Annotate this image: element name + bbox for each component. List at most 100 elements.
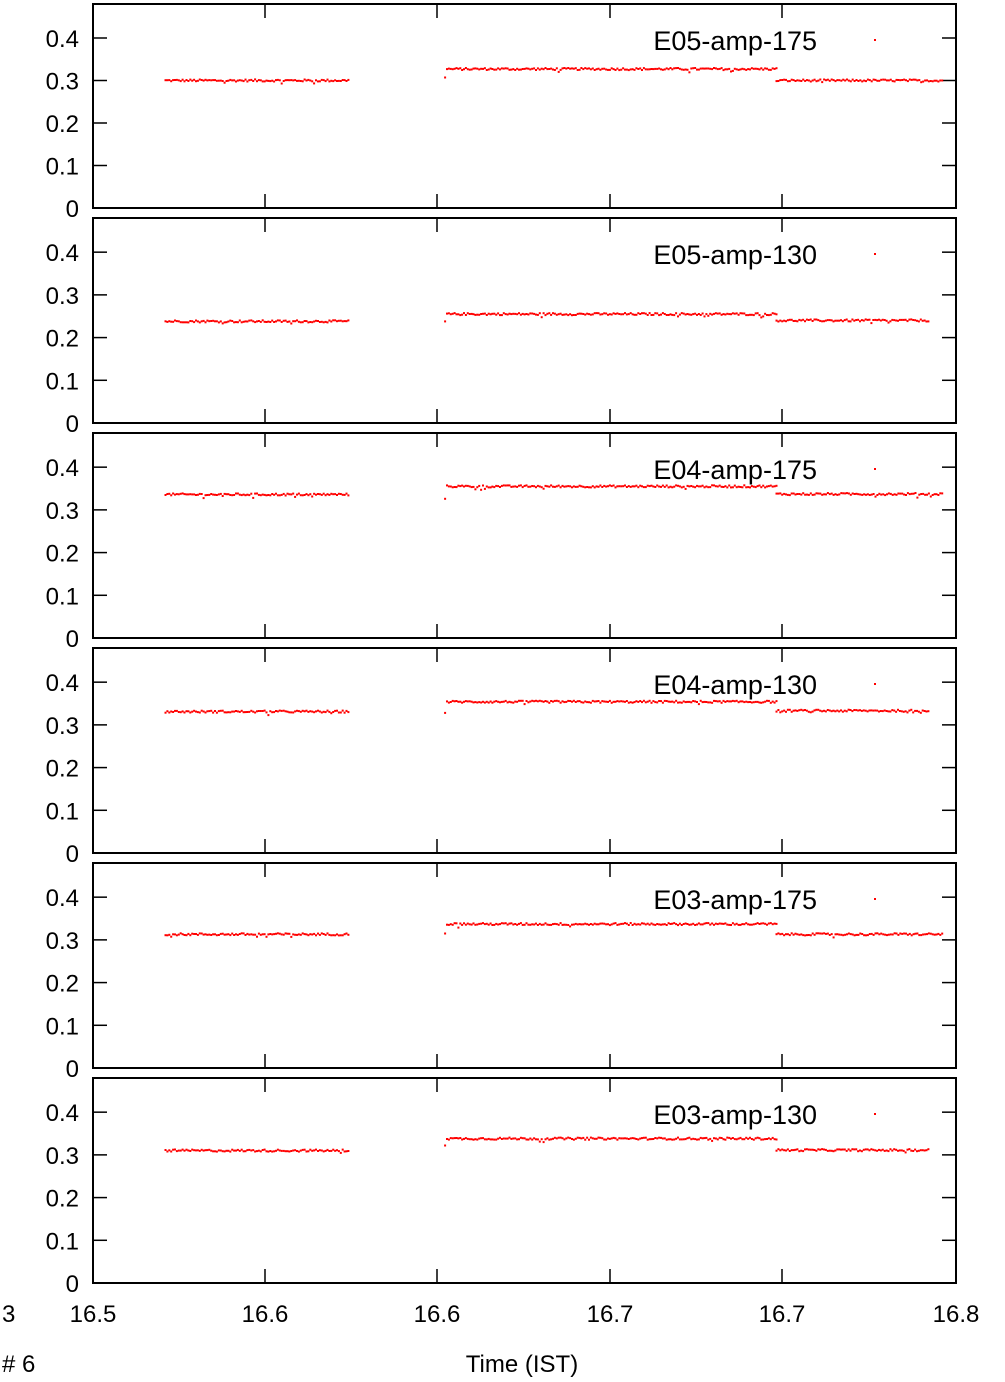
data-point	[244, 1150, 247, 1153]
data-point	[675, 312, 678, 315]
data-point	[834, 493, 837, 496]
data-point	[828, 1149, 831, 1152]
data-point	[914, 492, 917, 494]
data-point	[743, 923, 746, 926]
data-point	[929, 932, 932, 935]
data-point	[895, 319, 898, 322]
data-point	[847, 1148, 850, 1151]
data-point	[737, 313, 740, 316]
y-tick-label: 0.3	[46, 1143, 79, 1170]
x-tick-label: 16.5	[70, 1301, 117, 1328]
data-point	[878, 1148, 880, 1151]
data-point	[485, 1138, 488, 1141]
data-point	[527, 67, 530, 70]
data-point	[629, 922, 632, 924]
data-point	[785, 320, 787, 323]
data-point	[660, 68, 662, 71]
data-point	[737, 485, 740, 488]
data-point	[487, 1137, 490, 1140]
data-point	[502, 922, 505, 925]
data-point	[760, 316, 763, 319]
data-point	[588, 486, 590, 489]
data-point	[688, 1136, 691, 1139]
data-point	[614, 922, 617, 925]
data-point	[332, 80, 335, 83]
data-point	[624, 922, 626, 925]
data-point	[826, 1149, 829, 1152]
data-point	[714, 922, 717, 925]
data-point	[292, 492, 295, 495]
data-point	[841, 710, 844, 713]
data-point	[788, 318, 791, 321]
data-point	[453, 67, 456, 70]
data-point	[542, 68, 545, 71]
data-point	[920, 81, 923, 84]
data-point	[487, 486, 490, 489]
data-point	[783, 709, 786, 712]
data-point	[874, 709, 877, 712]
data-point	[449, 67, 452, 70]
data-point	[318, 80, 321, 83]
data-point	[297, 710, 300, 713]
data-point	[724, 700, 727, 703]
data-point	[221, 80, 224, 82]
data-point	[821, 81, 824, 84]
data-point	[815, 708, 818, 711]
y-tick-label: 0.4	[46, 885, 79, 912]
y-tick-label: 0.1	[46, 798, 79, 825]
data-point	[851, 492, 854, 495]
data-point	[781, 932, 784, 935]
data-point	[252, 320, 255, 323]
data-point	[902, 1149, 905, 1152]
data-point	[895, 493, 898, 496]
data-point	[671, 68, 674, 71]
data-point	[236, 492, 239, 495]
data-point	[235, 1149, 237, 1152]
data-point	[227, 933, 230, 936]
data-point	[478, 313, 481, 316]
data-point	[842, 492, 845, 495]
data-point	[518, 68, 520, 71]
data-point	[610, 67, 613, 70]
data-point	[502, 67, 505, 70]
data-point	[919, 318, 922, 321]
data-point	[737, 1137, 740, 1140]
data-point	[582, 923, 585, 926]
data-point	[895, 710, 898, 713]
data-point	[680, 701, 683, 704]
data-point	[893, 709, 896, 712]
data-point	[713, 67, 715, 69]
data-point	[294, 710, 297, 713]
data-point	[832, 320, 835, 323]
data-point	[882, 933, 885, 936]
data-point	[836, 493, 839, 496]
data-point	[177, 493, 180, 496]
data-point	[311, 1149, 314, 1152]
data-point	[567, 699, 570, 702]
data-point	[798, 493, 801, 495]
data-point	[552, 485, 554, 488]
data-point	[841, 320, 844, 323]
data-point	[563, 485, 566, 488]
data-point	[586, 486, 589, 488]
data-point	[926, 79, 928, 82]
data-point	[164, 79, 167, 82]
data-point	[682, 1138, 685, 1141]
data-point	[747, 1137, 750, 1140]
data-point	[313, 320, 316, 323]
data-point	[866, 78, 869, 81]
data-point	[282, 80, 285, 82]
data-point	[464, 923, 467, 926]
data-point	[487, 701, 490, 704]
data-point	[275, 710, 277, 712]
data-point	[733, 923, 736, 926]
data-point	[595, 312, 598, 315]
data-point	[468, 923, 471, 926]
data-point	[794, 1148, 797, 1151]
data-point	[276, 78, 279, 81]
data-point	[593, 486, 596, 489]
data-point	[196, 1149, 199, 1152]
data-point	[851, 318, 854, 321]
data-point	[876, 319, 879, 322]
